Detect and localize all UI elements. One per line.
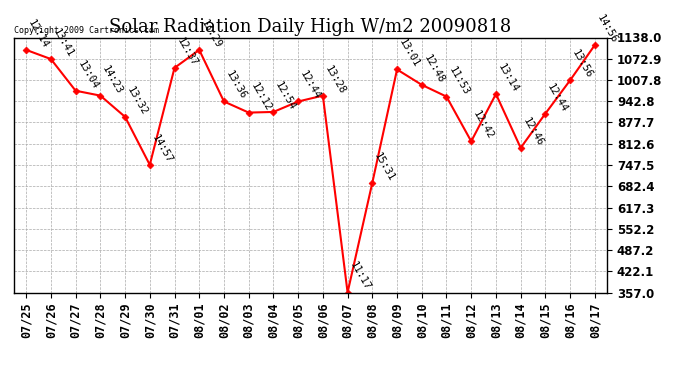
Text: 12:54: 12:54 (273, 80, 297, 112)
Text: 12:42: 12:42 (471, 109, 495, 141)
Text: 12:44: 12:44 (298, 69, 322, 102)
Title: Solar Radiation Daily High W/m2 20090818: Solar Radiation Daily High W/m2 20090818 (110, 18, 511, 36)
Text: 14:56: 14:56 (595, 13, 619, 45)
Text: 13:56: 13:56 (570, 48, 594, 80)
Text: 12:12: 12:12 (248, 81, 273, 112)
Text: 11:17: 11:17 (348, 260, 372, 292)
Text: 12:44: 12:44 (545, 81, 570, 114)
Text: 12:14: 12:14 (26, 18, 50, 50)
Text: Copyright 2009 Cartronics.com: Copyright 2009 Cartronics.com (14, 26, 159, 35)
Text: 13:41: 13:41 (51, 27, 75, 59)
Text: 13:32: 13:32 (125, 85, 149, 117)
Text: 12:37: 12:37 (175, 36, 199, 68)
Text: 11:53: 11:53 (446, 64, 471, 97)
Text: 14:23: 14:23 (100, 63, 125, 96)
Text: 13:14: 13:14 (496, 62, 520, 94)
Text: 15:31: 15:31 (373, 151, 397, 183)
Text: 13:01: 13:01 (397, 38, 422, 69)
Text: 12:48: 12:48 (422, 53, 446, 85)
Text: 14:57: 14:57 (150, 133, 174, 165)
Text: 13:29: 13:29 (199, 18, 224, 50)
Text: 13:28: 13:28 (323, 63, 347, 96)
Text: 12:46: 12:46 (521, 116, 545, 148)
Text: 13:36: 13:36 (224, 69, 248, 102)
Text: 13:04: 13:04 (76, 58, 100, 91)
